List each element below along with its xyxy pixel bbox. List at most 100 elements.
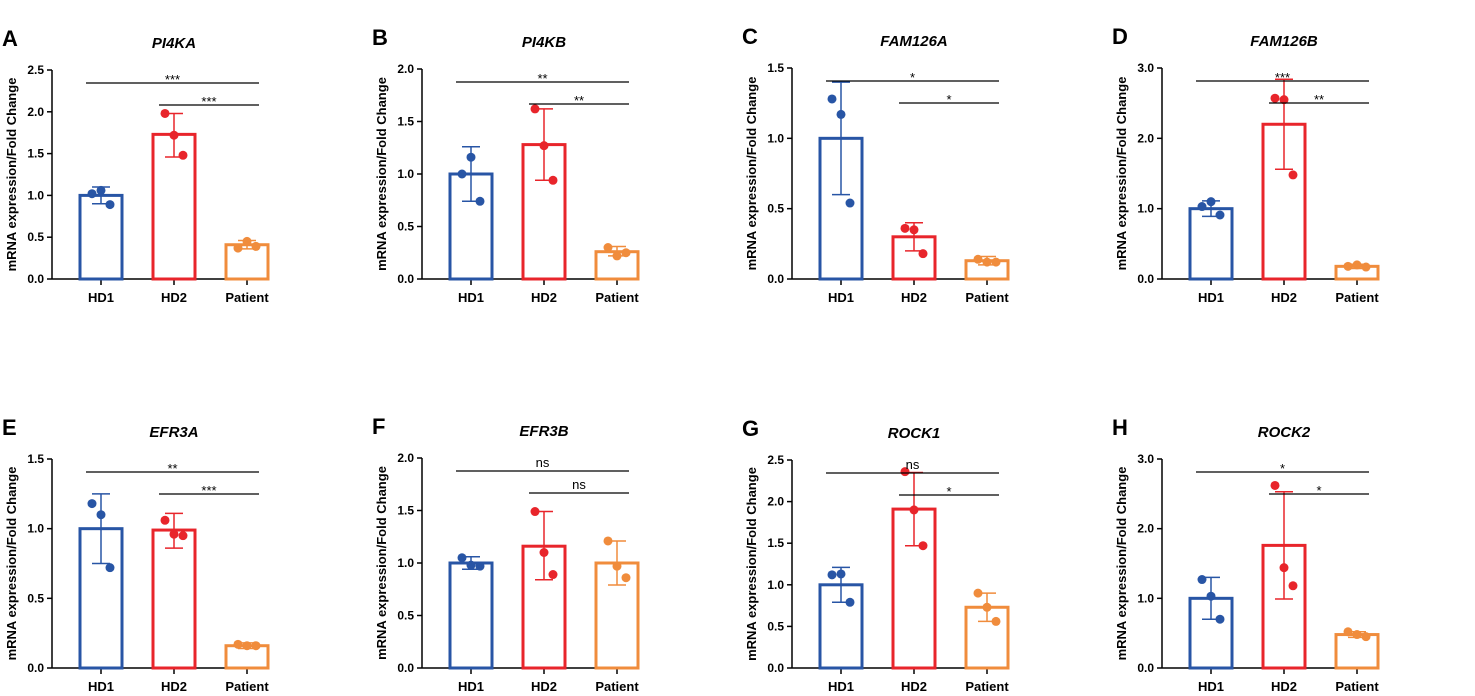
y-tick-label: 1.0 bbox=[767, 131, 784, 145]
significance-label: *** bbox=[201, 94, 216, 109]
y-tick-label: 1.0 bbox=[27, 188, 44, 202]
data-point bbox=[1361, 632, 1371, 642]
y-tick-label: 0.5 bbox=[27, 230, 44, 244]
data-point bbox=[1343, 627, 1353, 637]
data-point bbox=[827, 94, 837, 104]
y-tick-label: 0.0 bbox=[397, 272, 414, 286]
data-point bbox=[612, 561, 622, 571]
data-point bbox=[1279, 563, 1289, 573]
x-category-label: HD2 bbox=[901, 290, 927, 305]
panel-letter: H bbox=[1112, 415, 1128, 440]
data-point bbox=[242, 641, 252, 651]
y-axis-label: mRNA expression/Fold Change bbox=[744, 77, 759, 271]
data-point bbox=[1197, 575, 1207, 585]
bar-patient bbox=[224, 243, 270, 281]
data-point bbox=[530, 507, 540, 517]
data-point bbox=[991, 257, 1001, 267]
data-point bbox=[96, 185, 106, 195]
data-point bbox=[909, 505, 919, 515]
data-point bbox=[1197, 202, 1207, 212]
y-axis-label: mRNA expression/Fold Change bbox=[374, 77, 389, 271]
x-category-label: HD2 bbox=[531, 290, 557, 305]
significance-label: ns bbox=[572, 477, 586, 492]
y-axis-label: mRNA expression/Fold Change bbox=[1114, 467, 1129, 661]
data-point bbox=[233, 243, 243, 253]
y-tick-label: 0.5 bbox=[397, 220, 414, 234]
data-point bbox=[973, 254, 983, 264]
x-category-label: Patient bbox=[965, 290, 1009, 305]
chart-panel-c: C FAM126A mRNA expression/Fold Change 0.0 0.… bbox=[742, 24, 1010, 305]
y-tick-label: 0.0 bbox=[27, 661, 44, 675]
y-tick-label: 1.5 bbox=[767, 61, 784, 75]
significance-label: * bbox=[946, 484, 951, 499]
data-point bbox=[1288, 170, 1298, 180]
y-tick-label: 2.0 bbox=[397, 62, 414, 76]
data-point bbox=[918, 541, 928, 551]
y-tick-label: 0.0 bbox=[1137, 661, 1154, 675]
chart-panel-d: D FAM126B mRNA expression/Fold Change 0.0 1.… bbox=[1112, 24, 1380, 305]
data-point bbox=[242, 236, 252, 246]
data-point bbox=[603, 243, 613, 252]
y-tick-label: 1.0 bbox=[27, 522, 44, 536]
y-tick-label: 0.0 bbox=[27, 272, 44, 286]
panel-title: PI4KA bbox=[152, 35, 196, 52]
y-tick-label: 2.0 bbox=[767, 495, 784, 509]
y-tick-label: 2.5 bbox=[767, 453, 784, 467]
data-point bbox=[475, 196, 485, 206]
y-tick-label: 1.0 bbox=[1137, 202, 1154, 216]
data-point bbox=[457, 169, 467, 179]
data-point bbox=[845, 198, 855, 208]
data-point bbox=[1206, 197, 1216, 207]
x-category-label: HD2 bbox=[901, 679, 927, 694]
panel-title: PI4KB bbox=[522, 34, 566, 51]
data-point bbox=[251, 641, 261, 651]
bar-hd2 bbox=[151, 528, 197, 670]
y-tick-label: 2.0 bbox=[1137, 522, 1154, 536]
data-point bbox=[918, 249, 928, 259]
y-tick-label: 0.0 bbox=[767, 661, 784, 675]
significance-label: *** bbox=[1275, 70, 1290, 85]
significance-label: * bbox=[1316, 483, 1321, 498]
data-point bbox=[1361, 262, 1371, 272]
significance-label: ns bbox=[536, 455, 550, 470]
y-tick-label: 0.0 bbox=[397, 661, 414, 675]
data-point bbox=[178, 531, 188, 541]
data-point bbox=[160, 515, 170, 525]
y-tick-label: 0.5 bbox=[767, 202, 784, 216]
data-point bbox=[169, 529, 179, 539]
data-point bbox=[1343, 261, 1353, 271]
data-point bbox=[530, 104, 540, 114]
data-point bbox=[539, 548, 549, 557]
x-category-label: HD1 bbox=[458, 290, 484, 305]
panel-letter: C bbox=[742, 24, 758, 49]
data-point bbox=[1270, 93, 1280, 103]
y-tick-label: 1.0 bbox=[767, 578, 784, 592]
data-point bbox=[900, 467, 910, 477]
bar-hd1 bbox=[1188, 207, 1234, 281]
y-tick-label: 0.5 bbox=[767, 619, 784, 633]
y-tick-label: 1.5 bbox=[767, 536, 784, 550]
x-category-label: Patient bbox=[1335, 679, 1379, 694]
data-point bbox=[160, 108, 170, 118]
data-point bbox=[457, 553, 467, 563]
data-point bbox=[87, 189, 97, 199]
y-tick-label: 2.5 bbox=[27, 63, 44, 77]
significance-label: ** bbox=[537, 71, 547, 86]
y-tick-label: 1.5 bbox=[27, 147, 44, 161]
data-point bbox=[836, 569, 846, 579]
data-point bbox=[621, 573, 631, 583]
x-category-label: Patient bbox=[1335, 290, 1379, 305]
y-tick-label: 0.5 bbox=[27, 591, 44, 605]
y-tick-label: 1.0 bbox=[397, 167, 414, 181]
data-point bbox=[621, 248, 631, 258]
bar-hd1 bbox=[448, 561, 494, 670]
data-point bbox=[973, 588, 983, 598]
x-category-label: HD1 bbox=[1198, 290, 1224, 305]
panel-letter: G bbox=[742, 416, 759, 441]
chart-panel-f: F EFR3B mRNA expression/Fold Change 0.0 0.5 1… bbox=[372, 414, 640, 694]
data-point bbox=[909, 225, 919, 235]
data-point bbox=[105, 563, 115, 573]
panel-letter: E bbox=[2, 415, 17, 440]
x-category-label: HD1 bbox=[88, 679, 114, 694]
y-tick-label: 0.5 bbox=[397, 609, 414, 623]
